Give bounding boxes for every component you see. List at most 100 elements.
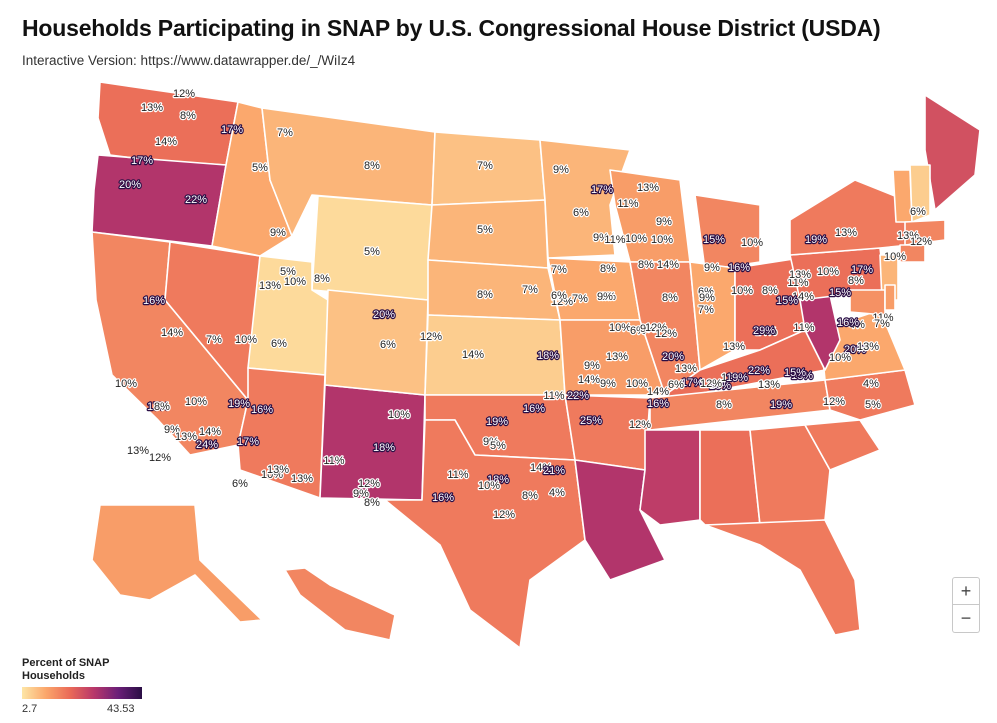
chart-title: Households Participating in SNAP by U.S.…	[22, 15, 881, 41]
district-label: 29%	[753, 325, 775, 337]
district-label: 12%	[700, 378, 722, 390]
district-label: 10%	[626, 378, 648, 390]
legend-color-scale	[22, 687, 142, 699]
district-label: 10%	[185, 396, 207, 408]
district-label: 7%	[477, 160, 493, 172]
state-ct[interactable]	[899, 244, 926, 263]
district-label: 17%	[681, 377, 703, 389]
legend-title: Percent of SNAP Households	[22, 657, 110, 682]
district-label: 10%	[741, 237, 763, 249]
district-label: 6%	[271, 338, 287, 350]
district-label: 13%	[637, 182, 659, 194]
district-label: 10%	[609, 322, 631, 334]
district-label: 4%	[863, 378, 879, 390]
state-ar[interactable]	[564, 394, 651, 471]
district-label: 10%	[817, 266, 839, 278]
district-label: 12%	[910, 236, 932, 248]
state-ga[interactable]	[749, 424, 831, 526]
district-label: 10%	[651, 234, 673, 246]
district-label: 22%	[567, 390, 589, 402]
district-label: 19%	[228, 398, 250, 410]
district-label: 17%	[147, 401, 169, 413]
district-label: 16%	[728, 262, 750, 274]
district-label: 11%	[787, 277, 808, 289]
district-label: 17%	[131, 155, 153, 167]
district-label: 9%	[584, 360, 600, 372]
district-label: 9%	[656, 216, 672, 228]
district-label: 15%	[784, 367, 806, 379]
state-de[interactable]	[884, 284, 896, 311]
state-sc[interactable]	[804, 419, 881, 471]
state-mn[interactable]	[539, 139, 631, 259]
district-label: 18%	[791, 370, 813, 382]
district-label: 8%	[154, 401, 170, 413]
district-label: 16%	[709, 380, 731, 392]
state-fl[interactable]	[704, 519, 861, 636]
district-label: 8%	[314, 273, 330, 285]
district-label: 5%	[490, 440, 506, 452]
district-label: 11%	[447, 469, 468, 481]
district-label: 9%	[704, 262, 720, 274]
district-label: 14%	[161, 327, 183, 339]
district-label: 12%	[655, 328, 677, 340]
district-label: 13%	[758, 379, 780, 391]
state-co[interactable]	[324, 289, 429, 396]
district-label: 8%	[848, 275, 864, 287]
zoom-out-button[interactable]: −	[952, 605, 980, 633]
district-label: 13%	[267, 464, 289, 476]
district-label: 5%	[280, 266, 296, 278]
district-label: 7%	[874, 318, 890, 330]
zoom-in-button[interactable]: +	[952, 577, 980, 605]
district-label: 15%	[776, 295, 798, 307]
district-label: 16%	[837, 317, 859, 329]
states-layer	[91, 81, 981, 649]
state-ne[interactable]	[427, 259, 561, 321]
district-label: 10%	[388, 409, 410, 421]
state-wa[interactable]	[97, 81, 239, 166]
state-mi[interactable]	[694, 194, 761, 271]
district-label: 19%	[726, 372, 748, 384]
district-label: 14%	[792, 291, 814, 303]
district-label: 8%	[522, 490, 538, 502]
state-md[interactable]	[849, 289, 886, 316]
district-label: 24%	[196, 439, 218, 451]
district-label: 9%	[270, 227, 286, 239]
district-label: 8%	[662, 292, 678, 304]
district-label: 4%	[849, 319, 865, 331]
district-label: 19%	[486, 416, 508, 428]
district-label: 5%	[477, 224, 493, 236]
district-label: 10%	[829, 352, 851, 364]
state-tx[interactable]	[384, 419, 586, 649]
district-label: 17%	[851, 264, 873, 276]
state-hi[interactable]	[284, 567, 396, 641]
state-ms[interactable]	[639, 429, 701, 526]
district-label: 11%	[793, 322, 814, 334]
district-label: 9%	[699, 292, 715, 304]
district-label: 22%	[185, 194, 207, 206]
district-label: 8%	[638, 259, 654, 271]
state-ma[interactable]	[904, 219, 946, 246]
district-label: 12%	[551, 296, 573, 308]
district-label: 13%	[857, 341, 879, 353]
legend-min-label: 2.7	[22, 703, 38, 715]
district-label: 16%	[143, 295, 165, 307]
district-label: 8%	[180, 110, 196, 122]
district-label: 7%	[572, 293, 588, 305]
district-label: 16%	[432, 492, 454, 504]
state-ak[interactable]	[91, 504, 263, 623]
district-label: 9%	[164, 424, 180, 436]
state-me[interactable]	[924, 94, 981, 211]
district-label: 10%	[284, 276, 306, 288]
state-nh[interactable]	[909, 164, 931, 223]
district-label: 14%	[755, 326, 777, 338]
district-label: 8%	[600, 263, 616, 275]
district-label: 14%	[530, 462, 552, 474]
district-label: 20%	[662, 351, 684, 363]
district-label: 10%	[884, 251, 906, 263]
district-label: 6%	[630, 325, 646, 337]
district-label: 12%	[823, 396, 845, 408]
district-label: 21%	[543, 465, 565, 477]
district-label: 13%	[897, 230, 919, 242]
district-label: 10%	[731, 285, 753, 297]
